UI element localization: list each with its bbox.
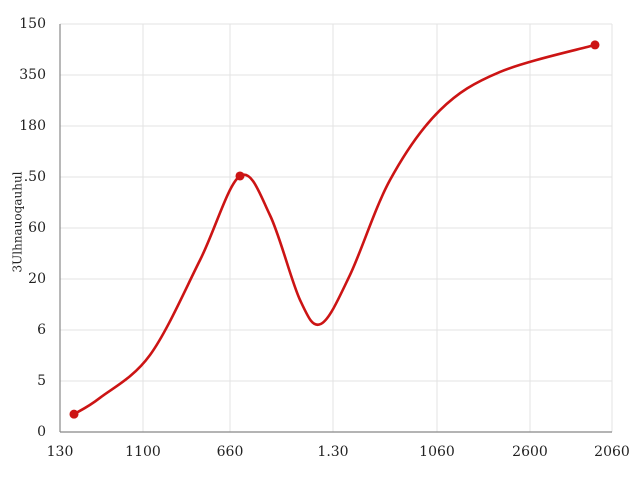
- line: [73, 43, 596, 416]
- y-tick-label: 0: [37, 424, 46, 440]
- y-tick-label: 180: [19, 118, 46, 134]
- marker: [590, 40, 600, 50]
- y-tick-label: 150: [19, 16, 46, 32]
- x-tick-label: 1.30: [317, 444, 348, 460]
- y-tick-label: 60: [28, 220, 46, 236]
- x-tick-label: 2060: [594, 444, 630, 460]
- marker: [69, 409, 79, 419]
- y-tick-label: 20: [28, 271, 46, 287]
- x-tick-label: 2600: [512, 444, 548, 460]
- x-tick-label: 1060: [419, 444, 455, 460]
- x-tick-label: 1100: [125, 444, 161, 460]
- y-tick-label: 6: [37, 322, 46, 338]
- x-tick-label: 130: [47, 444, 74, 460]
- y-tick-label: 350: [19, 67, 46, 83]
- marker: [235, 171, 245, 181]
- y-axis-label: 3Ulhnauoqauhul: [11, 171, 25, 272]
- x-tick-label: 660: [217, 444, 244, 460]
- y-tick-label: .50: [24, 169, 46, 185]
- y-tick-label: 5: [37, 373, 46, 389]
